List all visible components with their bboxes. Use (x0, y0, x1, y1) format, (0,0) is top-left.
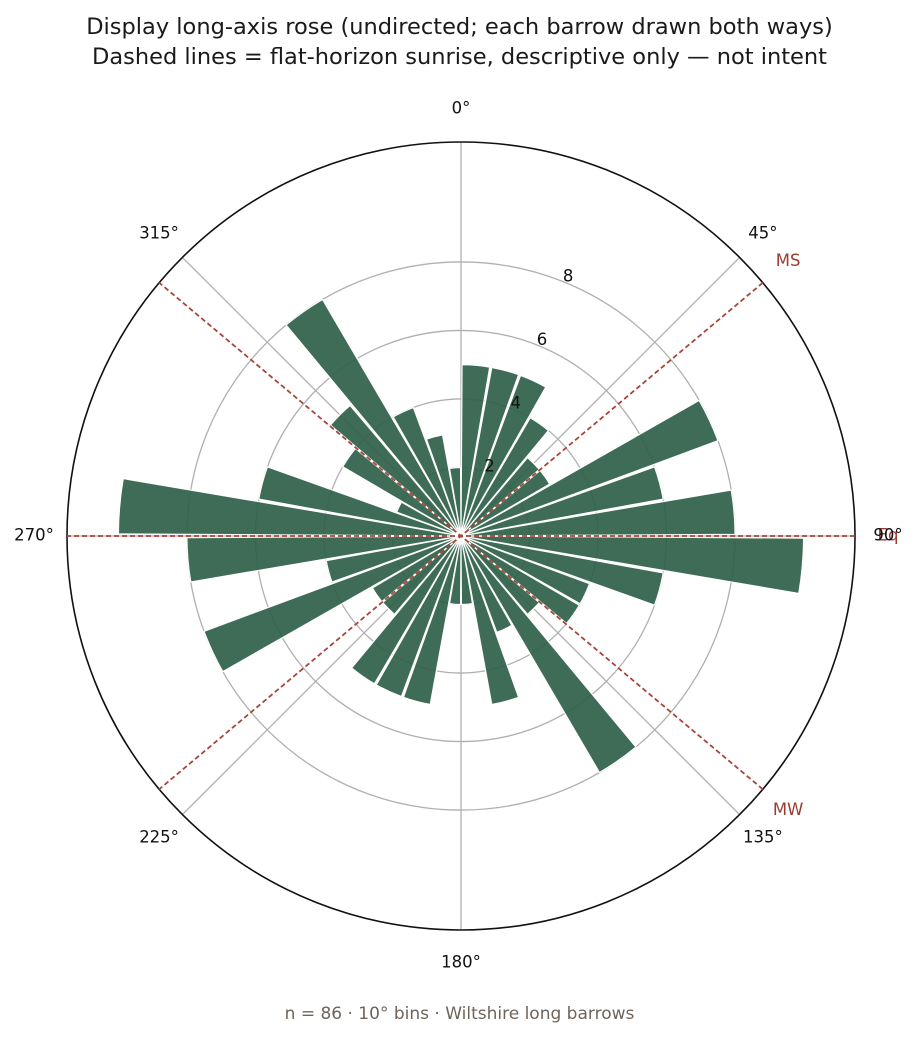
reference-line-label: MW (773, 800, 804, 819)
rose-bar (285, 298, 462, 537)
rose-bar (460, 374, 547, 537)
radial-tick-label: 8 (563, 267, 574, 286)
rose-bar (425, 434, 462, 537)
rose-bar (448, 466, 462, 537)
angle-tick-label: 45° (748, 224, 777, 243)
rose-bar (402, 535, 462, 706)
rose-bar (460, 535, 805, 595)
reference-lines: MS Eq MW (67, 251, 898, 819)
rose-bar (460, 416, 550, 537)
rose-bar (117, 477, 462, 537)
radial-tick-label: 4 (510, 393, 521, 412)
angle-tick-label: 270° (14, 526, 54, 545)
angle-tick-label: 225° (139, 827, 179, 846)
radial-tick-label: 2 (484, 457, 495, 476)
rose-bar (460, 399, 719, 537)
rose-bar (395, 501, 462, 537)
reference-line-label: Eq (878, 526, 899, 545)
chart-footer-note: n = 86 · 10° bins · Wiltshire long barro… (284, 1004, 635, 1024)
rose-bar (460, 535, 513, 634)
rose-bar (203, 535, 462, 673)
chart-title-line-1: Display long-axis rose (undirected; each… (86, 14, 833, 40)
angle-tick-label: 0° (452, 99, 471, 118)
angle-tick-label: 180° (441, 953, 481, 972)
radial-tick-label: 6 (537, 330, 548, 349)
angle-tick-label: 315° (139, 224, 179, 243)
rose-bar (460, 535, 474, 606)
rose-bar (350, 535, 462, 685)
rose-bar (325, 535, 462, 583)
rose-bar (460, 535, 664, 606)
rose-bar (258, 466, 462, 537)
axis-labels: 0° 45° 90° 135° 180° 225° 270° 315° 2 4 6 8 (14, 99, 903, 972)
rose-bar (460, 535, 520, 706)
rose-bar (329, 404, 462, 537)
chart-title-line-2: Dashed lines = flat-horizon sunrise, des… (92, 44, 827, 70)
rose-bar (460, 535, 591, 605)
rose-bar (460, 535, 637, 774)
angle-tick-label: 90° (873, 526, 902, 545)
rose-bar (460, 489, 736, 537)
rose-bar (460, 466, 664, 537)
rose-bar (186, 535, 462, 583)
rose-bar (460, 364, 491, 537)
reference-line-label: MS (776, 251, 801, 270)
rose-bars (117, 298, 805, 774)
rose-bar (460, 366, 520, 537)
rose-bar (392, 406, 462, 537)
angle-tick-label: 135° (743, 827, 783, 846)
rose-bar (375, 535, 462, 698)
reference-line (158, 282, 764, 790)
